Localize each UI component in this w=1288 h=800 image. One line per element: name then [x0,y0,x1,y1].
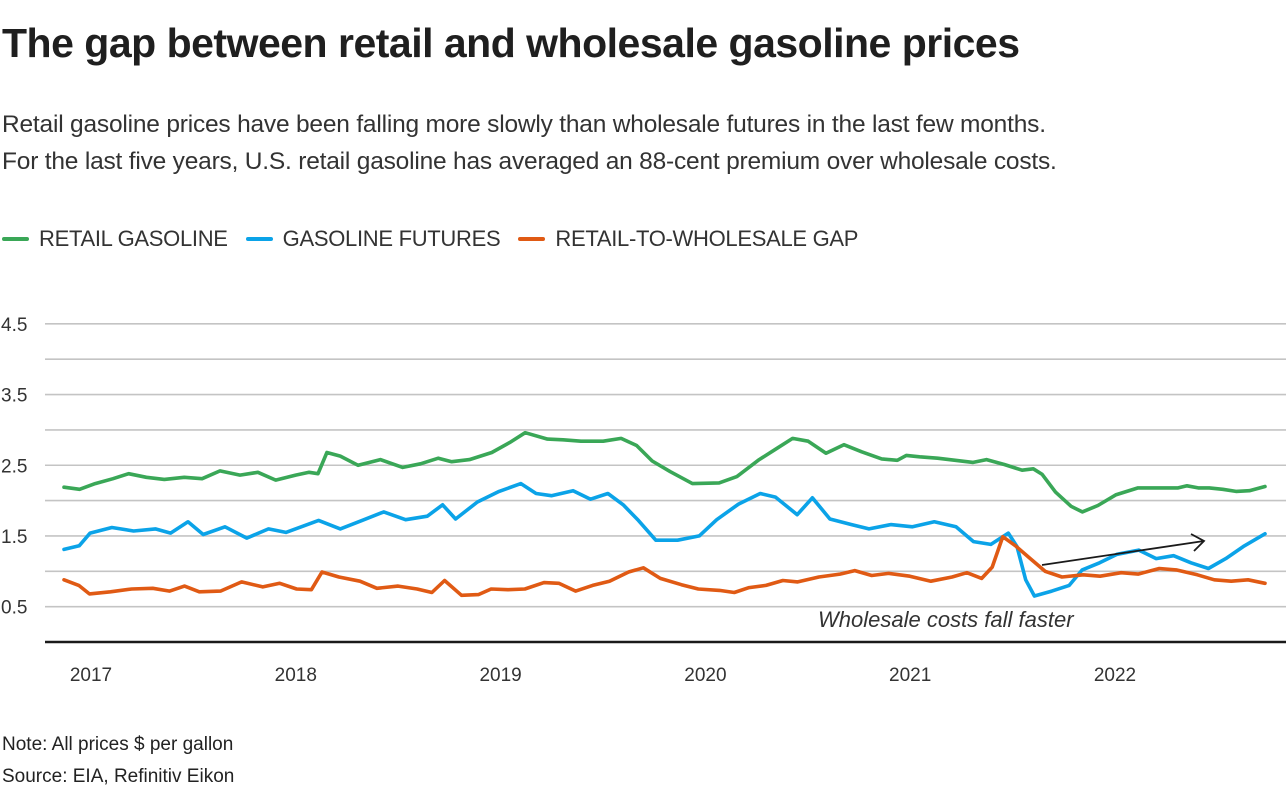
x-tick-label: 2022 [1094,665,1136,686]
annotation-text: Wholesale costs fall faster [818,607,1075,632]
y-tick-label: 2.5 [1,456,27,477]
y-tick-label: 4.5 [1,315,27,336]
legend-swatch-gap [518,237,546,241]
x-tick-label: 2021 [889,665,931,686]
annotation: Wholesale costs fall faster [818,533,1206,632]
legend-item-gap: RETAIL-TO-WHOLESALE GAP [518,226,858,252]
y-axis-ticks: 0.5 1.5 2.5 3.5 4.5 [1,315,27,619]
legend-label-retail: RETAIL GASOLINE [39,226,228,251]
x-tick-label: 2017 [70,665,112,686]
footnote: Note: All prices $ per gallon [2,734,234,755]
chart-legend: RETAIL GASOLINE GASOLINE FUTURES RETAIL-… [2,226,876,252]
legend-item-futures: GASOLINE FUTURES [245,226,501,252]
legend-label-gap: RETAIL-TO-WHOLESALE GAP [555,226,859,251]
series-line-gap [62,534,1267,598]
y-tick-label: 3.5 [1,386,27,407]
x-tick-label: 2020 [684,665,726,686]
subtitle-line-2: For the last five years, U.S. retail gas… [2,148,1057,175]
legend-swatch-retail [2,237,29,241]
subtitle-line-1: Retail gasoline prices have been falling… [2,111,1046,138]
chart-subtitle: Retail gasoline prices have been falling… [2,106,1057,180]
y-tick-label: 0.5 [1,598,27,619]
annotation-arrow-line [1041,540,1205,566]
legend-label-futures: GASOLINE FUTURES [282,226,501,251]
x-tick-label: 2019 [479,665,521,686]
annotation-arrow-head [1190,533,1206,552]
series-line-futures [62,481,1267,598]
y-tick-label: 1.5 [1,527,27,548]
legend-item-retail: RETAIL GASOLINE [2,226,228,252]
x-tick-label: 2018 [275,665,317,686]
chart-title: The gap between retail and wholesale gas… [2,20,1020,66]
x-axis-ticks: 2017 2018 2019 2020 2021 2022 [70,665,1136,686]
legend-swatch-futures [245,237,273,241]
series-lines [62,430,1267,598]
series-line-retail [62,430,1267,514]
line-chart: 0.5 1.5 2.5 3.5 4.5 2017 2018 2019 2020 2021 2022… [1,315,1286,686]
source-line: Source: EIA, Refinitiv Eikon [2,766,235,787]
